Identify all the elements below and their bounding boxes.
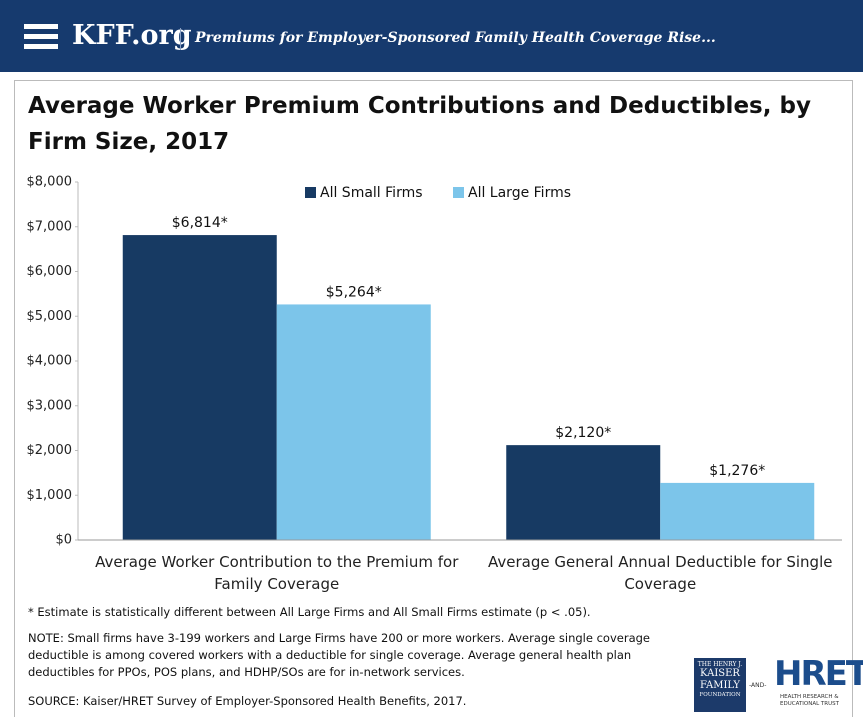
y-tick-label: $1,000 (27, 488, 73, 503)
logo-text: KAISER (700, 668, 740, 679)
logo-text: FOUNDATION (699, 692, 741, 698)
value-label: $2,120* (555, 425, 611, 441)
bar (276, 304, 431, 540)
legend-swatch (305, 187, 316, 198)
logo-text: THE HENRY J. (697, 661, 743, 668)
y-tick-label: $2,000 (27, 443, 73, 458)
value-label: $5,264* (326, 284, 382, 300)
legend-label: All Large Firms (468, 185, 571, 201)
kff-logo: THE HENRY J. KAISER FAMILY FOUNDATION (694, 658, 746, 712)
value-label: $1,276* (709, 463, 765, 479)
divider (180, 28, 181, 50)
x-tick-label: Average Worker Contribution to the Premi… (95, 553, 459, 593)
y-tick-label: $8,000 (27, 175, 73, 190)
note: NOTE: Small firms have 3-199 workers and… (28, 631, 650, 679)
hret-logo: HRET (774, 654, 863, 694)
site-header: KFF.org Premiums for Employer-Sponsored … (0, 0, 863, 72)
chart-title: Average Worker Premium Contributions and… (28, 93, 811, 155)
menu-icon[interactable] (24, 24, 58, 49)
y-tick-label: $4,000 (27, 354, 73, 369)
bar (660, 482, 815, 540)
significance-note: * Estimate is statistically different be… (28, 605, 591, 619)
y-tick-label: $5,000 (27, 309, 73, 324)
legend-label: All Small Firms (320, 185, 423, 201)
x-tick-label: Average General Annual Deductible for Si… (488, 553, 833, 593)
logo-text: FAMILY (699, 680, 741, 691)
source: SOURCE: Kaiser/HRET Survey of Employer-S… (28, 694, 467, 708)
value-label: $6,814* (172, 215, 228, 231)
logo-and: -AND- (749, 682, 767, 689)
bar (506, 445, 661, 540)
y-tick-label: $7,000 (27, 219, 73, 234)
bar (122, 235, 277, 541)
site-logo[interactable]: KFF.org (72, 20, 192, 51)
y-tick-label: $6,000 (27, 264, 73, 279)
y-tick-label: $0 (55, 533, 72, 548)
hret-sub: HEALTH RESEARCH & EDUCATIONAL TRUST (780, 694, 839, 707)
legend-swatch (453, 187, 464, 198)
chart-panel (14, 80, 853, 717)
headline[interactable]: Premiums for Employer-Sponsored Family H… (195, 30, 716, 46)
y-tick-label: $3,000 (27, 398, 73, 413)
